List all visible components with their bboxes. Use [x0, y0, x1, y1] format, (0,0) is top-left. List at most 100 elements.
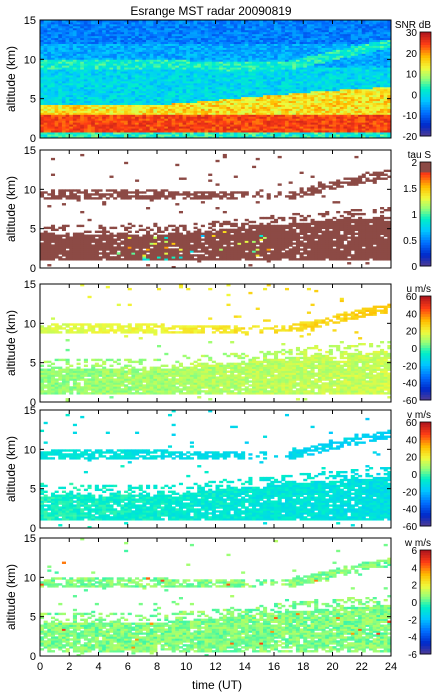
heatmap-cell: [94, 114, 99, 117]
heatmap-cell: [116, 27, 121, 31]
heatmap-cell: [160, 47, 165, 50]
heatmap-cell: [233, 75, 238, 78]
heatmap-cell: [61, 49, 66, 52]
heatmap-cell: [138, 75, 143, 78]
heatmap-cell: [193, 53, 198, 56]
heatmap-cell: [230, 126, 235, 129]
heatmap-cell: [142, 84, 147, 88]
heatmap-cell: [94, 71, 99, 74]
heatmap-cell: [215, 136, 220, 139]
heatmap-cell: [193, 47, 198, 50]
heatmap-cell: [164, 94, 169, 98]
heatmap-cell: [138, 118, 143, 121]
heatmap-cell: [50, 55, 56, 58]
heatmap-cell: [208, 124, 213, 127]
heatmap-cell: [76, 39, 81, 43]
heatmap-cell: [252, 128, 257, 131]
heatmap-cell: [167, 124, 173, 127]
heatmap-cell: [91, 122, 96, 125]
heatmap-cell: [248, 96, 253, 100]
heatmap-cell: [72, 49, 77, 52]
heatmap-cell: [189, 33, 194, 37]
heatmap-cell: [127, 102, 132, 105]
heatmap-cell: [113, 43, 118, 46]
heatmap-cell: [211, 21, 216, 25]
heatmap-cell: [244, 106, 249, 109]
heatmap-cell: [226, 84, 231, 88]
heatmap-cell: [259, 47, 264, 50]
heatmap-cell: [149, 20, 154, 23]
heatmap-cell: [259, 75, 264, 78]
heatmap-cell: [98, 23, 103, 27]
heatmap-cell: [146, 69, 151, 72]
heatmap-cell: [241, 130, 246, 133]
heatmap-cell: [255, 114, 260, 117]
heatmap-cell: [120, 134, 125, 137]
heatmap-cell: [131, 88, 136, 92]
heatmap-cell: [40, 122, 45, 125]
heatmap-cell: [200, 120, 205, 123]
heatmap-cell: [266, 80, 271, 84]
heatmap-cell: [215, 51, 220, 54]
heatmap-cell: [91, 106, 96, 109]
heatmap-cell: [230, 73, 235, 76]
heatmap-cell: [255, 53, 260, 56]
heatmap-cell: [189, 130, 194, 133]
heatmap-cell: [127, 100, 132, 103]
heatmap-cell: [211, 39, 216, 43]
heatmap-cell: [61, 79, 66, 82]
heatmap-cell: [274, 94, 279, 98]
heatmap-cell: [120, 122, 125, 125]
heatmap-cell: [208, 23, 213, 27]
heatmap-cell: [233, 124, 238, 127]
heatmap-cell: [237, 49, 242, 52]
heatmap-cell: [153, 69, 158, 72]
heatmap-cell: [40, 25, 45, 29]
heatmap-cell: [171, 77, 176, 80]
heatmap-cell: [237, 27, 242, 31]
heatmap-cell: [248, 106, 253, 109]
heatmap-cell: [277, 114, 282, 117]
heatmap-cell: [219, 122, 224, 125]
heatmap-cell: [255, 55, 260, 58]
heatmap-cell: [171, 116, 176, 119]
heatmap-cell: [83, 20, 88, 23]
heatmap-cell: [248, 112, 253, 115]
heatmap-cell: [69, 124, 74, 127]
heatmap-cell: [61, 116, 66, 119]
heatmap-cell: [197, 126, 202, 129]
heatmap-cell: [226, 116, 231, 119]
heatmap-cell: [193, 79, 198, 82]
heatmap-cell: [237, 59, 242, 62]
heatmap-cell: [153, 43, 158, 46]
heatmap-cell: [189, 134, 194, 137]
heatmap-cell: [94, 75, 99, 78]
heatmap-cell: [200, 122, 205, 125]
heatmap-cell: [222, 75, 227, 78]
heatmap-cell: [204, 29, 209, 33]
heatmap-cell: [274, 104, 279, 107]
heatmap-cell: [83, 73, 88, 76]
heatmap-cell: [222, 27, 227, 31]
heatmap-cell: [113, 120, 118, 123]
heatmap-cell: [226, 43, 231, 46]
heatmap-cell: [255, 130, 260, 133]
heatmap-cell: [270, 88, 275, 92]
heatmap-cell: [233, 98, 238, 102]
heatmap-cell: [94, 82, 99, 86]
heatmap-cell: [91, 80, 96, 84]
heatmap-cell: [138, 69, 143, 72]
heatmap-cell: [215, 124, 220, 127]
heatmap-cell: [54, 102, 59, 105]
heatmap-cell: [200, 126, 205, 129]
heatmap-cell: [50, 88, 56, 92]
heatmap-cell: [142, 124, 147, 127]
heatmap-cell: [182, 82, 187, 86]
heatmap-cell: [65, 122, 70, 125]
heatmap-cell: [274, 90, 279, 94]
heatmap-cell: [98, 108, 103, 111]
heatmap-cell: [160, 126, 165, 129]
heatmap-cell: [113, 47, 118, 50]
heatmap-cell: [113, 80, 118, 84]
heatmap-cell: [237, 134, 242, 137]
